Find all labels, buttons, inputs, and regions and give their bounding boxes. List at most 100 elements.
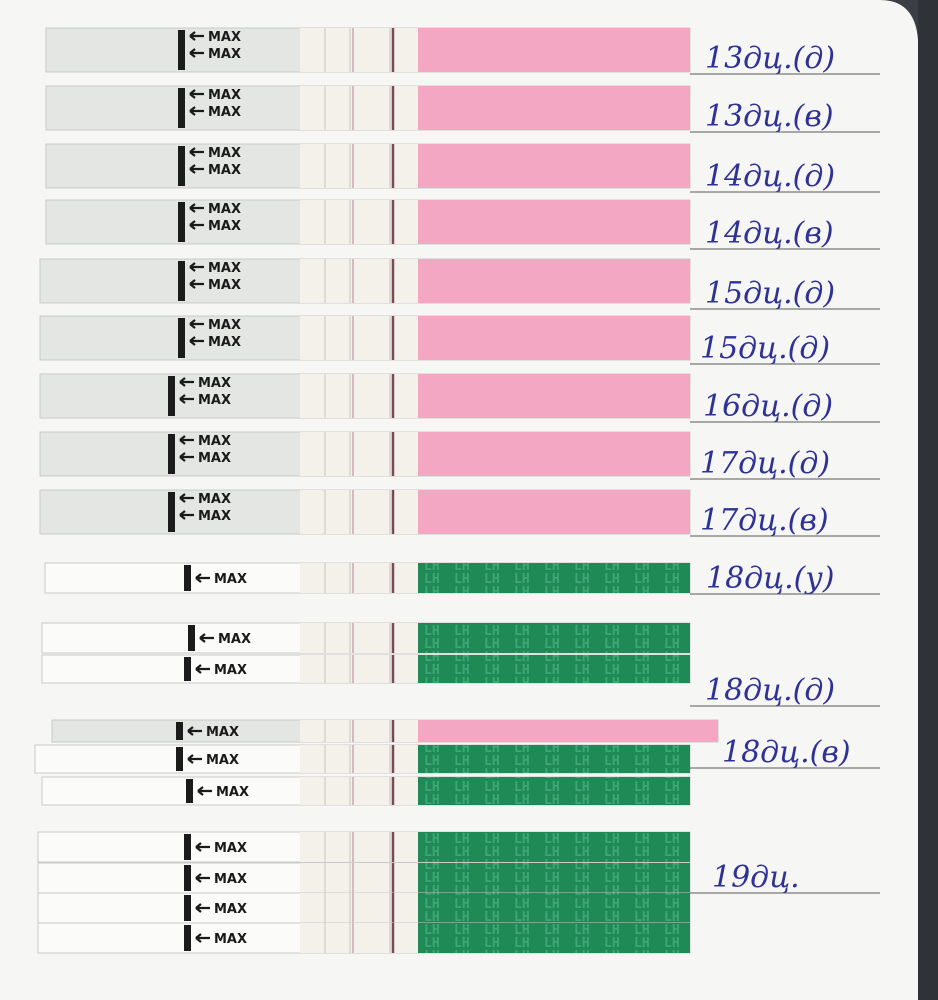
arrow: [197, 786, 212, 796]
window: [300, 655, 418, 683]
window: [300, 923, 418, 953]
test-strip: MAX: [37, 862, 691, 894]
test-strip: MAX: [37, 892, 691, 924]
handle: [418, 432, 690, 476]
black-bar: [178, 202, 185, 242]
window: [300, 86, 418, 130]
test-strip: MAX: [34, 744, 691, 774]
max-label: MAX: [208, 278, 241, 293]
window: [300, 28, 418, 72]
max-label: MAX: [214, 932, 247, 947]
black-bar: [184, 865, 191, 891]
max-label: MAX: [208, 261, 241, 276]
arrow: [189, 220, 204, 230]
max-label: MAX: [218, 632, 251, 647]
window: [300, 720, 418, 742]
handle: [418, 623, 690, 653]
test-strip: MAX: [37, 831, 691, 863]
black-bar: [168, 376, 175, 416]
max-label: MAX: [208, 146, 241, 161]
test-strip: MAX: [41, 622, 691, 654]
handwritten-label: 14дц.(в): [705, 216, 834, 251]
black-bar: [186, 779, 193, 803]
handle: [418, 28, 690, 72]
handwritten-label: 15дц.(д): [700, 331, 830, 366]
arrow: [189, 203, 204, 213]
test-strip: MAX: [41, 776, 691, 806]
arrow: [179, 394, 194, 404]
arrow: [195, 664, 210, 674]
arrow: [189, 31, 204, 41]
test-strip: MAX: [51, 719, 719, 743]
max-label: MAX: [208, 163, 241, 178]
black-bar: [184, 925, 191, 951]
black-bar: [168, 492, 175, 532]
window: [300, 745, 418, 773]
test-strip: MAX MAX: [45, 199, 691, 245]
black-bar: [178, 261, 185, 301]
arrow: [195, 933, 210, 943]
max-label: MAX: [214, 902, 247, 917]
window: [300, 374, 418, 418]
handwritten-label: 13дц.(д): [705, 41, 835, 76]
window: [300, 777, 418, 805]
arrow: [199, 633, 214, 643]
test-strip: MAX: [41, 654, 691, 684]
max-label: MAX: [208, 105, 241, 120]
handle: [418, 777, 690, 805]
handle: [418, 923, 690, 953]
max-label: MAX: [214, 872, 247, 887]
handwritten-label: 16дц.(д): [703, 389, 833, 424]
test-strip: MAX: [37, 922, 691, 954]
handwritten-label: 18дц.(в): [722, 735, 851, 770]
max-label: MAX: [198, 451, 231, 466]
handle: [418, 720, 718, 742]
arrow: [189, 106, 204, 116]
handle: [418, 832, 690, 862]
black-bar: [184, 565, 191, 591]
max-label: MAX: [216, 785, 249, 800]
notes: 13дц.(д) 13дц.(в) 14дц.(д) 14дц.(в) 15дц.(д)…: [690, 41, 880, 895]
max-label: MAX: [214, 572, 247, 587]
arrow: [187, 754, 202, 764]
black-bar: [168, 434, 175, 474]
test-strip: MAX MAX: [45, 27, 691, 73]
test-strip: MAX MAX: [39, 373, 691, 419]
window: [300, 144, 418, 188]
arrow: [189, 336, 204, 346]
black-bar: [184, 895, 191, 921]
black-bar: [176, 722, 183, 740]
window: [300, 893, 418, 923]
window: [300, 316, 418, 360]
table-edge: [918, 0, 938, 1000]
arrow: [195, 903, 210, 913]
max-label: MAX: [208, 219, 241, 234]
test-strip: MAX MAX: [45, 85, 691, 131]
arrow: [189, 89, 204, 99]
handle: [418, 490, 690, 534]
black-bar: [178, 318, 185, 358]
test-strip: MAX MAX: [39, 489, 691, 535]
arrow: [189, 147, 204, 157]
window: [300, 563, 418, 593]
max-label: MAX: [208, 318, 241, 333]
black-bar: [184, 834, 191, 860]
black-bar: [176, 747, 183, 771]
max-label: MAX: [208, 335, 241, 350]
strips: MAX MAX MAX MAX MAX MAX MAX MAX MAX MAX MAX MAX MAX M…: [34, 27, 719, 954]
arrow: [179, 435, 194, 445]
black-bar: [188, 625, 195, 651]
handwritten-label: 15дц.(д): [705, 276, 835, 311]
window: [300, 200, 418, 244]
window: [300, 490, 418, 534]
max-label: MAX: [208, 202, 241, 217]
max-label: MAX: [198, 509, 231, 524]
handle: [418, 86, 690, 130]
window: [300, 863, 418, 893]
black-bar: [178, 146, 185, 186]
max-label: MAX: [206, 753, 239, 768]
max-label: MAX: [214, 841, 247, 856]
handle: [418, 200, 690, 244]
black-bar: [184, 657, 191, 681]
